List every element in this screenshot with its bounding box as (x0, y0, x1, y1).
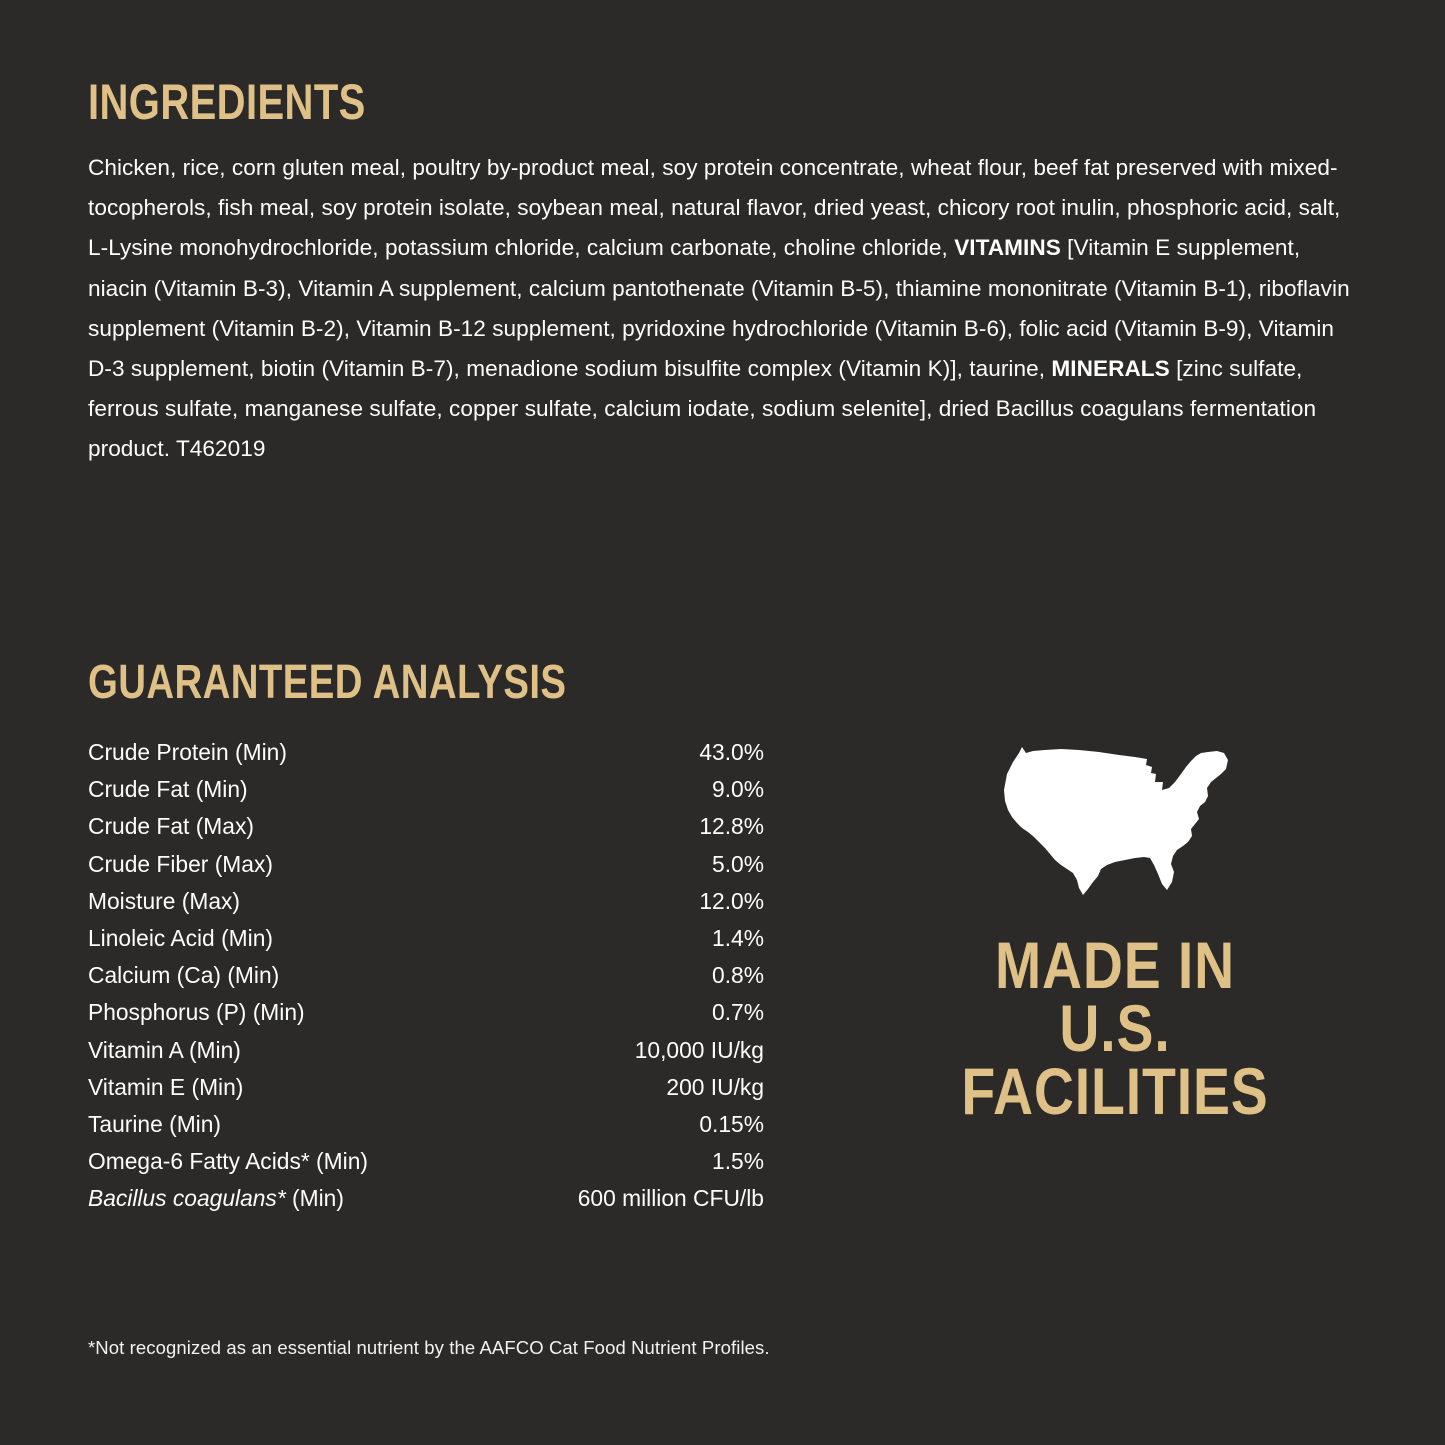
ingredients-text-run: [zinc sulfate, ferrous sulfate, manganes… (88, 356, 1317, 462)
analysis-row-value: 0.15% (699, 1110, 764, 1137)
analysis-row: Crude Fat (Max) 12.8% (88, 808, 764, 845)
analysis-row-value: 12.0% (699, 887, 764, 914)
analysis-row: Calcium (Ca) (Min) 0.8% (88, 957, 764, 994)
analysis-row-label: Crude Fiber (Max) (88, 850, 273, 877)
ingredients-heading: INGREDIENTS (88, 74, 366, 130)
analysis-row-value: 1.4% (712, 924, 764, 951)
made-in-us-facilities-text: MADE IN U.S. FACILITIES (900, 928, 1330, 1128)
badge-line-1: MADE IN (995, 928, 1235, 1002)
analysis-row-value: 9.0% (712, 776, 764, 803)
analysis-row: Phosphorus (P) (Min) 0.7% (88, 994, 764, 1031)
guaranteed-analysis-heading: GUARANTEED ANALYSIS (88, 656, 567, 709)
analysis-row-label: Vitamin A (Min) (88, 1036, 241, 1063)
badge-line-2: U.S. (1059, 991, 1171, 1065)
ingredients-group-label: VITAMINS (954, 235, 1061, 261)
analysis-row-label: Linoleic Acid (Min) (88, 924, 273, 951)
analysis-row-label: Phosphorus (P) (Min) (88, 999, 305, 1026)
ingredients-paragraph: Chicken, rice, corn gluten meal, poultry… (88, 148, 1350, 470)
analysis-row: Crude Protein (Min) 43.0% (88, 734, 764, 771)
analysis-row-value: 12.8% (699, 813, 764, 840)
analysis-row-value: 43.0% (699, 739, 764, 765)
aafco-footnote: *Not recognized as an essential nutrient… (88, 1337, 770, 1358)
analysis-row: Taurine (Min) 0.15% (88, 1106, 764, 1143)
analysis-row-value: 0.8% (712, 962, 764, 989)
analysis-row-value: 200 IU/kg (666, 1073, 764, 1100)
ingredients-text-run: Chicken, rice, corn gluten meal, poultry… (88, 155, 1341, 261)
analysis-row-value: 5.0% (712, 850, 764, 877)
analysis-row-label: Bacillus coagulans* (Min) (88, 1180, 344, 1217)
analysis-row: Crude Fat (Min) 9.0% (88, 771, 764, 808)
guaranteed-analysis-table: Crude Protein (Min) 43.0% Crude Fat (Min) 9… (88, 734, 764, 1217)
analysis-row: Omega-6 Fatty Acids* (Min) 1.5% (88, 1143, 764, 1180)
analysis-row: Crude Fiber (Max) 5.0% (88, 846, 764, 883)
analysis-row-label: Calcium (Ca) (Min) (88, 962, 280, 989)
scientific-name: Bacillus coagulans* (88, 1185, 286, 1212)
analysis-row-label: Crude Fat (Min) (88, 776, 248, 803)
analysis-row: Linoleic Acid (Min) 1.4% (88, 920, 764, 957)
analysis-row-value: 600 million CFU/lb (577, 1185, 764, 1212)
analysis-row-label: Vitamin E (Min) (88, 1073, 244, 1100)
analysis-row-label: Omega-6 Fatty Acids* (Min) (88, 1148, 368, 1175)
analysis-row-value: 1.5% (712, 1148, 764, 1175)
ingredients-text-run: [Vitamin E supplement, niacin (Vitamin B… (88, 235, 1350, 382)
analysis-row-value: 0.7% (712, 999, 764, 1026)
analysis-row-label: Taurine (Min) (88, 1110, 222, 1137)
usa-map-icon (1004, 747, 1228, 895)
analysis-row: Vitamin A (Min) 10,000 IU/kg (88, 1032, 764, 1069)
analysis-row: Vitamin E (Min) 200 IU/kg (88, 1069, 764, 1106)
ingredients-group-label: MINERALS (1051, 356, 1170, 382)
analysis-row: Moisture (Max) 12.0% (88, 883, 764, 920)
analysis-row-label: Crude Protein (Min) (88, 739, 287, 765)
analysis-row-value: 10,000 IU/kg (634, 1036, 764, 1063)
badge-line-3: FACILITIES (961, 1054, 1269, 1128)
analysis-row-label: Moisture (Max) (88, 887, 240, 914)
analysis-row-label: Crude Fat (Max) (88, 813, 254, 840)
made-in-us-facilities-badge: MADE IN U.S. FACILITIES (900, 730, 1330, 1128)
analysis-row-label-qualifier: (Min) (285, 1185, 344, 1212)
analysis-row: Bacillus coagulans* (Min) 600 million CFU… (88, 1180, 764, 1217)
